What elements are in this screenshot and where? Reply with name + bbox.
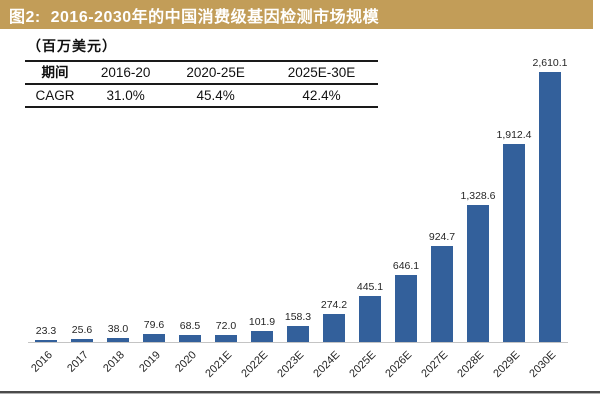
bar-slot-2022E: 101.9 2022E [240, 65, 280, 380]
bar-value-label: 23.3 [35, 324, 57, 337]
bar-value-label: 1,912.4 [496, 129, 532, 142]
bar-2024E [323, 313, 345, 342]
bar-value-label: 79.6 [143, 318, 165, 331]
bar-2027E [431, 246, 453, 342]
bar-slot-2017: 25.6 2017 [64, 65, 100, 375]
x-axis-label: 2025E [347, 349, 379, 380]
bar-slot-2028E: 1,328.6 2028E [456, 65, 496, 380]
bar-slot-2018: 38.0 2018 [100, 65, 136, 375]
bar-value-label: 924.7 [428, 231, 456, 244]
cagr-table-header-row: 期间 2016-20 2020-25E 2025E-30E [25, 61, 378, 84]
cagr-header-2016-20: 2016-20 [100, 65, 151, 80]
figure-title-bar: 图2: 2016-2030年的中国消费级基因检测市场规模 [0, 0, 593, 29]
cagr-table: 期间 2016-20 2020-25E 2025E-30E CAGR 31.0%… [25, 60, 378, 108]
cagr-header-2020-25e: 2020-25E [186, 65, 245, 80]
bar-2030E [539, 72, 561, 342]
x-axis-label: 2028E [455, 349, 487, 380]
bar-value-label: 158.3 [284, 310, 312, 323]
bar-slot-2023E: 158.3 2023E [276, 65, 316, 380]
cagr-header-2025e-30e: 2025E-30E [287, 65, 356, 80]
bar-2020 [179, 334, 201, 342]
bar-value-label: 72.0 [215, 319, 237, 332]
bar-2021E [215, 334, 237, 342]
bar-value-label: 1,328.6 [460, 189, 496, 202]
x-axis-label: 2030E [527, 349, 559, 380]
bar-2017 [71, 339, 93, 342]
bar-chart: 23.3 2016 25.6 2017 38.0 2018 79.6 2019 68.5 2020… [28, 57, 568, 380]
x-axis-label: 2020 [172, 349, 199, 375]
bar-value-label: 25.6 [71, 324, 93, 337]
bar-slot-2016: 23.3 2016 [28, 65, 64, 375]
bar-slot-2024E: 274.2 2024E [312, 65, 352, 380]
bar-value-label: 68.5 [179, 319, 201, 332]
bar-2028E [467, 204, 489, 342]
x-axis-label: 2017 [64, 349, 91, 375]
bar-2029E [503, 144, 525, 342]
bar-value-label: 38.0 [107, 323, 129, 336]
unit-note: （百万美元） [27, 40, 117, 55]
x-axis-label: 2024E [311, 349, 343, 380]
bar-2022E [251, 331, 273, 342]
bar-slot-2020: 68.5 2020 [172, 65, 208, 375]
x-axis-label: 2026E [383, 349, 415, 380]
bar-2026E [395, 275, 417, 342]
x-axis-label: 2018 [100, 349, 127, 375]
bar-2016 [35, 339, 57, 342]
bar-slot-2026E: 646.1 2026E [384, 65, 424, 380]
bar-slot-2025E: 445.1 2025E [348, 65, 388, 380]
figure-bottom-rule [0, 391, 600, 394]
x-axis-label: 2027E [419, 349, 451, 380]
bar-value-label: 646.1 [392, 260, 420, 273]
x-axis-label: 2022E [239, 349, 271, 380]
bar-slot-2029E: 1,912.4 2029E [492, 65, 532, 380]
x-axis-label: 2029E [491, 349, 523, 380]
bar-2023E [287, 325, 309, 342]
cagr-value-2016-20: 31.0% [106, 88, 145, 103]
x-axis-label: 2016 [28, 349, 55, 375]
cagr-row-label: CAGR [35, 88, 75, 103]
bar-slot-2019: 79.6 2019 [136, 65, 172, 375]
bar-2025E [359, 295, 381, 342]
cagr-table-data-row: CAGR 31.0% 45.4% 42.4% [25, 84, 378, 107]
x-axis-label: 2023E [275, 349, 307, 380]
x-axis-label: 2021E [203, 349, 235, 380]
figure-title: 图2: 2016-2030年的中国消费级基因检测市场规模 [9, 8, 380, 26]
cagr-value-2020-25e: 45.4% [196, 88, 235, 103]
bar-2019 [143, 333, 165, 342]
bar-value-label: 274.2 [320, 298, 348, 311]
cagr-value-2025e-30e: 42.4% [302, 88, 341, 103]
bar-2018 [107, 338, 129, 342]
bar-slot-2021E: 72.0 2021E [204, 65, 244, 380]
cagr-header-period: 期间 [41, 65, 69, 80]
bar-value-label: 2,610.1 [532, 57, 568, 69]
bar-value-label: 445.1 [356, 280, 384, 293]
bar-slot-2030E: 2,610.1 2030E [528, 57, 568, 380]
bar-slot-2027E: 924.7 2027E [420, 65, 460, 380]
bar-value-label: 101.9 [248, 316, 276, 329]
x-axis-label: 2019 [136, 349, 163, 375]
